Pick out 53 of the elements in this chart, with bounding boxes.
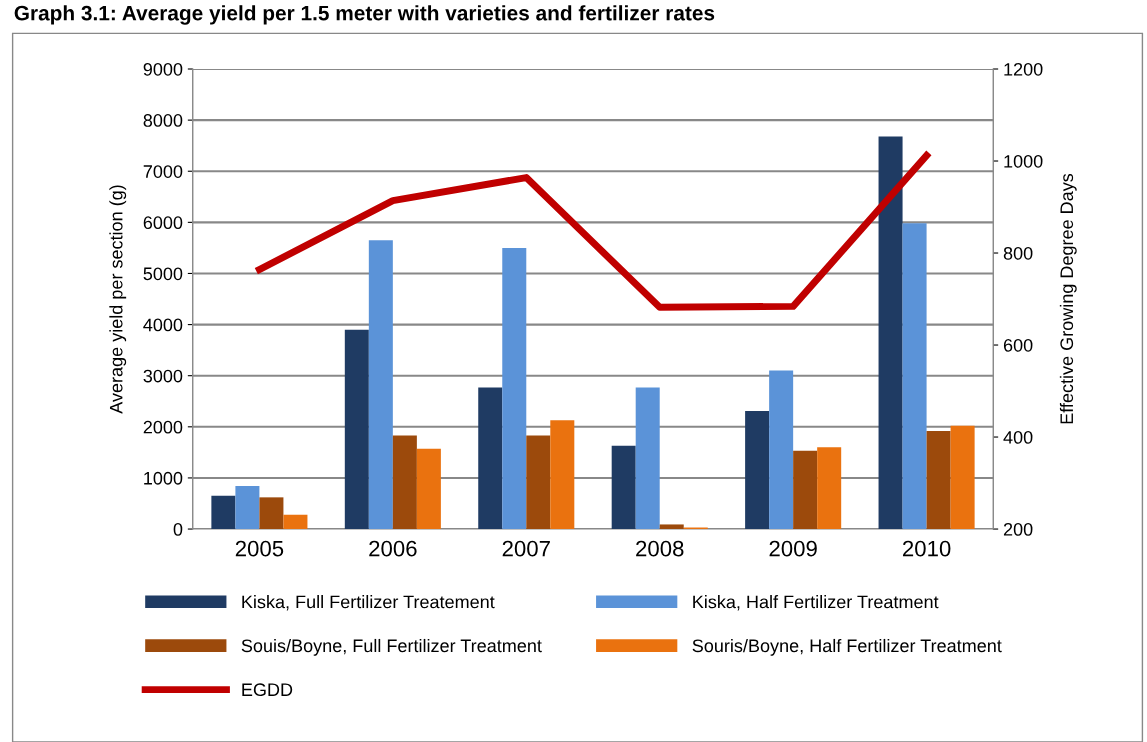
legend-label: Kiska, Full Fertilizer Treatement	[242, 595, 495, 611]
bar	[878, 136, 903, 530]
legend-label: Kiska, Half Fertilizer Treatment	[693, 595, 939, 611]
x-tick-label: 2010	[902, 540, 951, 557]
legend-label: Souris/Boyne, Half Fertilizer Treatment	[692, 638, 1002, 656]
bar	[817, 447, 842, 530]
bar	[659, 524, 684, 530]
bar	[550, 420, 575, 530]
y-tick-label: 9000	[143, 62, 183, 76]
bar	[502, 247, 527, 530]
legend-label: EGDD	[242, 683, 293, 697]
y-tick-label: 3000	[143, 369, 183, 383]
bar	[211, 495, 236, 530]
y2-axis-title: Effective Growing Degree Days	[1059, 173, 1077, 424]
bar	[769, 370, 794, 530]
bar	[416, 448, 441, 530]
y2-tick-label: 400	[1003, 430, 1033, 444]
y2-tick-label: 1000	[1004, 154, 1043, 168]
chart-title: Graph 3.1: Average yield per 1.5 meter with varieties and fertilizer rates	[14, 5, 715, 25]
y2-tick-label: 200	[1003, 522, 1033, 536]
bar	[793, 450, 818, 530]
x-tick-label: 2005	[235, 540, 284, 557]
bar	[235, 486, 260, 530]
bar	[283, 514, 308, 530]
y-tick-label: 8000	[143, 114, 183, 127]
y2-tick-label: 1200	[1004, 62, 1043, 76]
bar	[950, 425, 975, 530]
x-tick-label: 2009	[769, 540, 817, 557]
x-tick-label: 2007	[502, 540, 550, 557]
bar	[926, 430, 951, 530]
y-axis-title: Average yield per section (g)	[109, 185, 127, 414]
bar	[526, 435, 551, 530]
y-tick-label: 4000	[143, 318, 183, 332]
bar	[392, 435, 417, 530]
y-tick-label: 7000	[143, 165, 183, 178]
bar	[902, 223, 927, 530]
bar	[344, 329, 369, 530]
y-tick-label: 6000	[143, 216, 183, 230]
bar	[259, 497, 284, 530]
bar	[745, 410, 770, 530]
bar	[478, 387, 503, 530]
x-tick-label: 2006	[369, 540, 417, 557]
y-tick-label: 1000	[144, 471, 183, 485]
bar	[368, 240, 393, 530]
y-tick-label: 0	[173, 522, 183, 536]
x-tick-label: 2008	[636, 540, 684, 557]
y2-tick-label: 800	[1003, 246, 1033, 260]
y-tick-label: 2000	[143, 420, 183, 434]
y2-tick-label: 600	[1003, 338, 1033, 352]
legend-label: Souis/Boyne, Full Fertilizer Treatment	[241, 638, 542, 656]
bar	[611, 445, 636, 530]
y-tick-label: 5000	[143, 267, 183, 281]
bar	[635, 387, 660, 530]
